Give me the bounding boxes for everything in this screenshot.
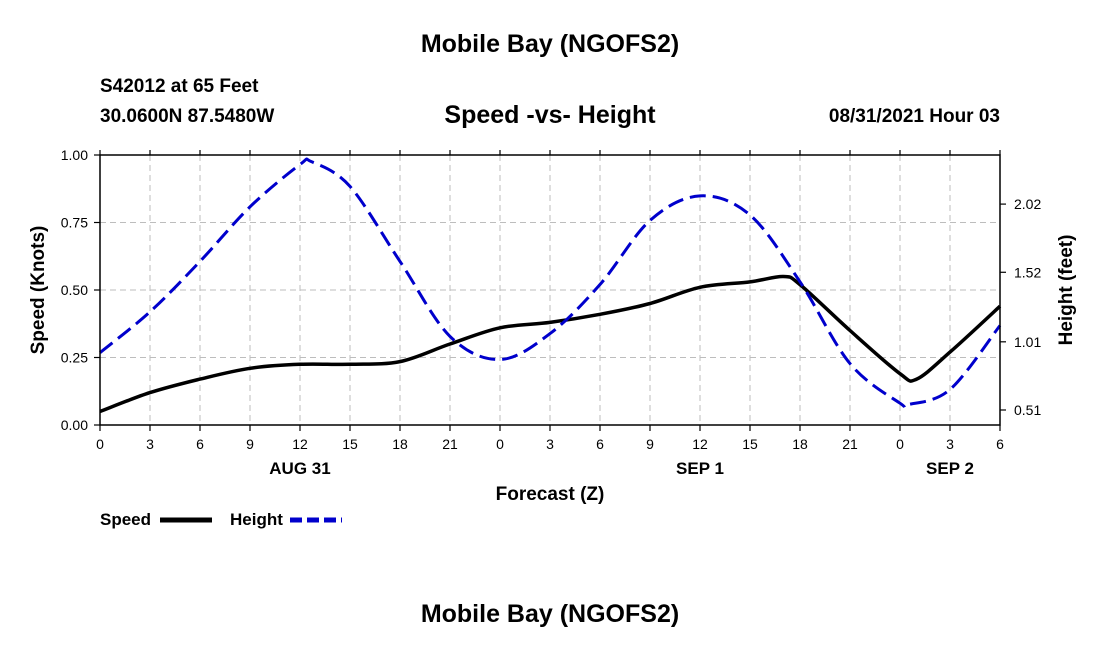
x-tick-label: 3 bbox=[146, 436, 154, 452]
y2-tick-label: 0.51 bbox=[1014, 402, 1041, 418]
coordinates-label: 30.0600N 87.5480W bbox=[100, 106, 275, 127]
x-tick-label: 9 bbox=[646, 436, 654, 452]
chart-title-top: Mobile Bay (NGOFS2) bbox=[420, 30, 680, 58]
x-tick-label: 0 bbox=[96, 436, 104, 452]
x-tick-label: 12 bbox=[292, 436, 308, 452]
x-tick-label: 21 bbox=[842, 436, 858, 452]
legend-speed-label: Speed bbox=[100, 510, 152, 529]
x-tick-label: 18 bbox=[792, 436, 808, 452]
chart-title-bottom: Mobile Bay (NGOFS2) bbox=[420, 600, 680, 628]
x-tick-label: 0 bbox=[896, 436, 904, 452]
y2-tick-label: 1.52 bbox=[1014, 264, 1041, 280]
forecast-datetime: 08/31/2021 Hour 03 bbox=[828, 106, 1000, 127]
x-date-label: SEP 2 bbox=[926, 459, 974, 478]
x-date-label: AUG 31 bbox=[269, 459, 330, 478]
x-tick-label: 0 bbox=[496, 436, 504, 452]
y-tick-label: 0.25 bbox=[61, 350, 88, 366]
x-tick-label: 12 bbox=[692, 436, 708, 452]
x-tick-label: 9 bbox=[246, 436, 254, 452]
legend-height-label: Height bbox=[230, 510, 283, 529]
x-tick-label: 6 bbox=[996, 436, 1004, 452]
x-tick-label: 21 bbox=[442, 436, 458, 452]
y-tick-label: 0.00 bbox=[61, 417, 88, 433]
chart-subtitle: Speed -vs- Height bbox=[444, 101, 656, 129]
y-axis-label: Speed (Knots) bbox=[28, 226, 49, 355]
x-tick-label: 18 bbox=[392, 436, 408, 452]
x-tick-label: 3 bbox=[946, 436, 954, 452]
x-tick-label: 6 bbox=[196, 436, 204, 452]
x-date-label: SEP 1 bbox=[676, 459, 724, 478]
x-tick-label: 15 bbox=[342, 436, 358, 452]
y-tick-label: 0.50 bbox=[61, 282, 88, 298]
y-tick-label: 0.75 bbox=[61, 215, 88, 231]
speed-series-line bbox=[99, 274, 1002, 414]
legend-height-swatch bbox=[290, 517, 342, 523]
y2-tick-label: 2.02 bbox=[1014, 196, 1041, 212]
x-axis-label: Forecast (Z) bbox=[496, 484, 605, 505]
height-series-line bbox=[99, 157, 1002, 409]
y2-axis-label: Height (feet) bbox=[1056, 235, 1077, 346]
y-tick-label: 1.00 bbox=[61, 147, 88, 163]
x-tick-label: 6 bbox=[596, 436, 604, 452]
legend-speed-swatch bbox=[160, 517, 212, 523]
x-tick-label: 3 bbox=[546, 436, 554, 452]
x-tick-label: 15 bbox=[742, 436, 758, 452]
station-label: S42012 at 65 Feet bbox=[100, 76, 259, 97]
y2-tick-label: 1.01 bbox=[1014, 334, 1041, 350]
